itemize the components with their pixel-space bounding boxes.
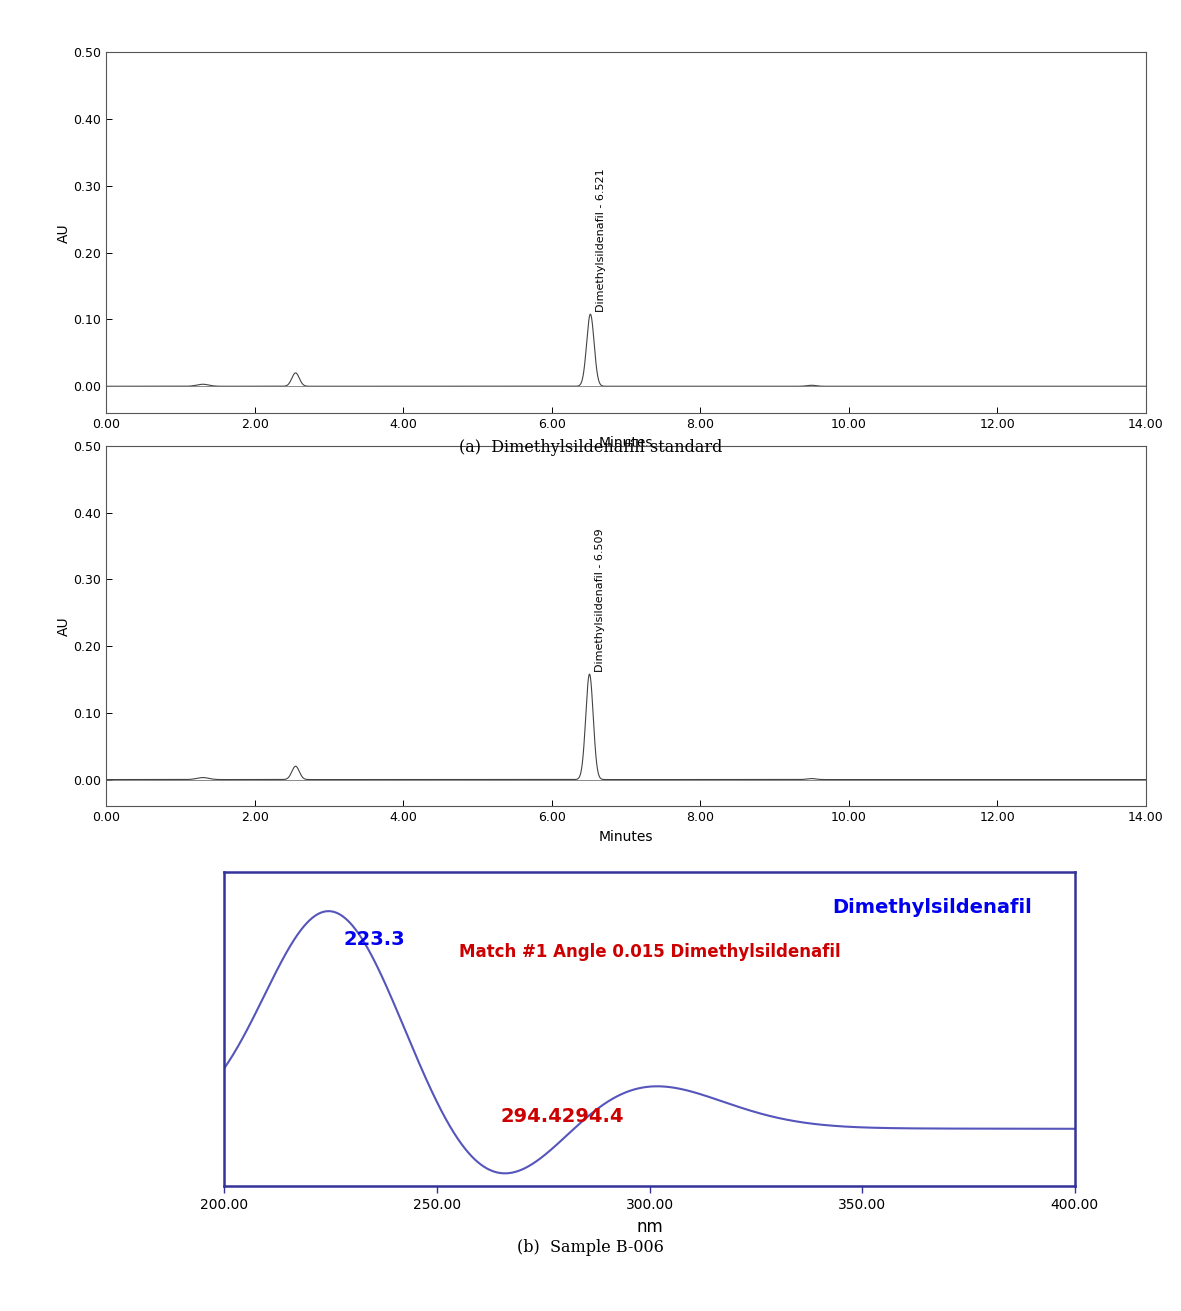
Text: Match #1 Angle 0.015 Dimethylsildenafil: Match #1 Angle 0.015 Dimethylsildenafil	[458, 943, 841, 961]
Text: 294.4294.4: 294.4294.4	[501, 1108, 625, 1126]
X-axis label: Minutes: Minutes	[599, 830, 653, 844]
Text: Dimethylsildenafil - 6.521: Dimethylsildenafil - 6.521	[596, 169, 606, 312]
Text: Dimethylsildenafil: Dimethylsildenafil	[833, 898, 1032, 916]
X-axis label: Minutes: Minutes	[599, 437, 653, 451]
X-axis label: nm: nm	[637, 1218, 663, 1236]
Y-axis label: AU: AU	[57, 223, 71, 243]
Text: Dimethylsildenafil - 6.509: Dimethylsildenafil - 6.509	[595, 528, 606, 673]
Text: (a)  Dimethylsildenafill standard: (a) Dimethylsildenafill standard	[458, 439, 723, 456]
Text: (b)  Sample B-006: (b) Sample B-006	[517, 1239, 664, 1256]
Text: 223.3: 223.3	[344, 931, 405, 949]
Y-axis label: AU: AU	[57, 616, 71, 636]
